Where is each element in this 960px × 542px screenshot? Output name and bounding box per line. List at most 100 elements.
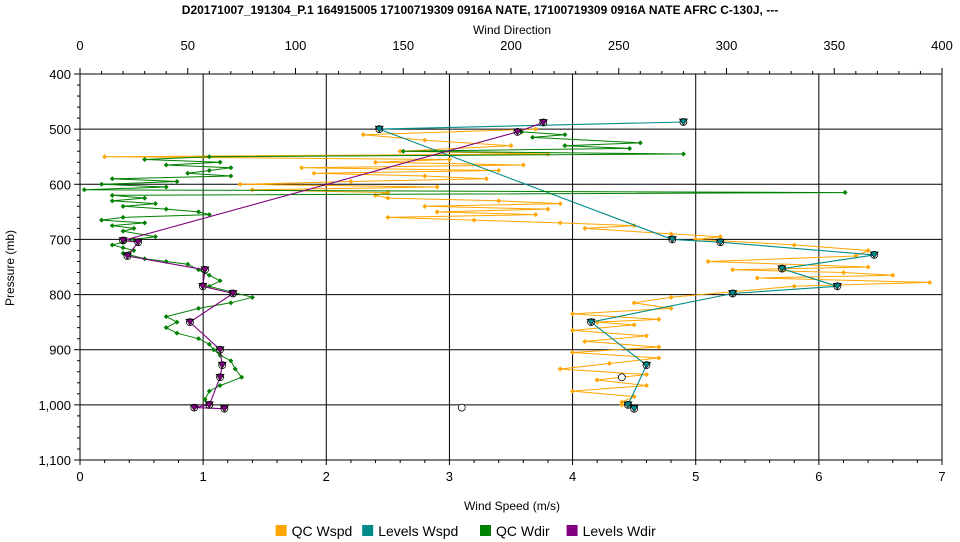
bottom-tick-label: 6 [815, 469, 822, 484]
qc-wspd-marker [311, 170, 317, 176]
levels-wdir-marker [215, 373, 225, 381]
bottom-tick-label: 1 [200, 469, 207, 484]
levels-wspd-ring [679, 118, 688, 126]
qc-wdir-marker [99, 181, 105, 187]
levels-wspd-ring [642, 361, 651, 370]
levels-wspd-ring [778, 264, 786, 273]
qc-wspd-marker [237, 181, 243, 187]
qc-wspd-marker [557, 201, 563, 207]
qc-wspd-marker [508, 143, 514, 149]
qc-wspd-marker [631, 300, 637, 306]
levels-wspd-marker [374, 125, 384, 133]
qc-wdir-marker [142, 156, 148, 162]
levels-wdir-ring [220, 404, 229, 413]
top-axis-title: Wind Direction [473, 23, 551, 37]
qc-wdir-marker [163, 184, 169, 190]
levels-wdir-marker [200, 266, 210, 274]
qc-wdir-marker [174, 330, 180, 336]
qc-wspd-marker [705, 258, 711, 264]
qc-wdir-marker [206, 168, 212, 173]
series-levels-wspd [374, 118, 879, 413]
levels-wspd-ring [668, 235, 677, 244]
levels-wdir-ring [205, 400, 214, 409]
top-tick-label: 150 [392, 38, 414, 53]
levels-wdir-marker [122, 252, 132, 260]
qc-wdir-marker [217, 159, 223, 165]
levels-wspd-ring [716, 238, 725, 247]
qc-wdir-marker [196, 305, 202, 311]
legend-item: Levels Wdir [566, 523, 656, 539]
reference-marker [617, 373, 626, 382]
qc-wdir-marker [228, 300, 234, 306]
levels-wspd-marker [728, 290, 738, 298]
qc-wspd-marker [927, 279, 933, 285]
qc-wspd-marker [643, 333, 649, 339]
qc-wdir-marker [196, 336, 202, 342]
qc-wdir-marker [680, 151, 686, 157]
levels-wspd-marker [667, 236, 677, 243]
levels-wdir-marker [204, 401, 214, 409]
legend-item: QC Wdir [480, 523, 550, 539]
levels-wdir-ring [119, 236, 127, 245]
qc-wdir-marker [196, 209, 202, 215]
qc-wdir-marker [152, 234, 158, 240]
qc-wspd-marker [570, 311, 576, 317]
levels-wdir-ring [186, 318, 194, 327]
qc-wdir-marker [211, 347, 217, 353]
left-tick-label: 500 [49, 122, 71, 137]
qc-wdir-marker [174, 179, 180, 185]
qc-wdir-marker [120, 228, 126, 234]
left-tick-label: 700 [49, 232, 71, 247]
qc-wspd-marker [385, 195, 391, 201]
qc-wspd-marker [656, 344, 662, 350]
qc-wspd-marker [557, 366, 563, 372]
levels-wspd-ring [624, 400, 632, 409]
top-tick-label: 250 [608, 38, 630, 53]
qc-wspd-marker [249, 187, 255, 193]
qc-wspd-marker [299, 165, 305, 171]
qc-wdir-marker [232, 366, 238, 372]
reference-marker [457, 403, 466, 412]
bottom-tick-label: 0 [76, 469, 83, 484]
qc-wspd-marker [348, 179, 354, 185]
levels-wdir-marker [185, 318, 195, 326]
qc-wspd-marker [496, 168, 502, 173]
qc-wspd-marker [570, 327, 576, 333]
series-line [379, 121, 875, 410]
qc-wspd-marker [668, 305, 674, 311]
qc-wdir-marker [842, 190, 848, 196]
qc-wdir-marker [202, 396, 208, 402]
qc-wdir-marker [228, 165, 234, 171]
qc-wspd-marker [422, 203, 428, 209]
qc-wdir-marker [109, 223, 115, 229]
levels-wspd-marker [678, 118, 688, 126]
levels-wdir-ring [134, 238, 143, 247]
levels-wspd-marker [777, 265, 787, 273]
qc-wdir-marker [81, 187, 87, 193]
legend-swatch [362, 525, 374, 536]
levels-wdir-marker [538, 119, 548, 127]
levels-wspd-marker [832, 283, 842, 290]
qc-wspd-marker [668, 231, 674, 237]
levels-wdir-marker [217, 361, 227, 369]
levels-wdir-ring [201, 265, 209, 274]
qc-wspd-marker [643, 372, 649, 378]
legend-item: Levels Wspd [362, 523, 458, 539]
levels-wdir-marker [215, 346, 225, 354]
qc-wdir-marker [206, 388, 212, 394]
series-qc-wspd [102, 126, 933, 408]
levels-wspd-marker [586, 318, 596, 326]
levels-wdir-marker [133, 238, 143, 246]
qc-wdir-marker [163, 325, 169, 331]
qc-wspd-marker [533, 212, 539, 218]
qc-wspd-marker [570, 349, 576, 355]
plot-series [81, 118, 933, 413]
series-reference-points [457, 373, 626, 412]
qc-wspd-marker [434, 209, 440, 215]
top-tick-label: 400 [931, 38, 953, 53]
qc-wdir-marker [562, 132, 568, 138]
qc-wspd-marker [471, 217, 477, 223]
qc-wspd-marker [397, 148, 403, 154]
qc-wspd-marker [865, 264, 871, 270]
qc-wspd-marker [656, 316, 662, 322]
